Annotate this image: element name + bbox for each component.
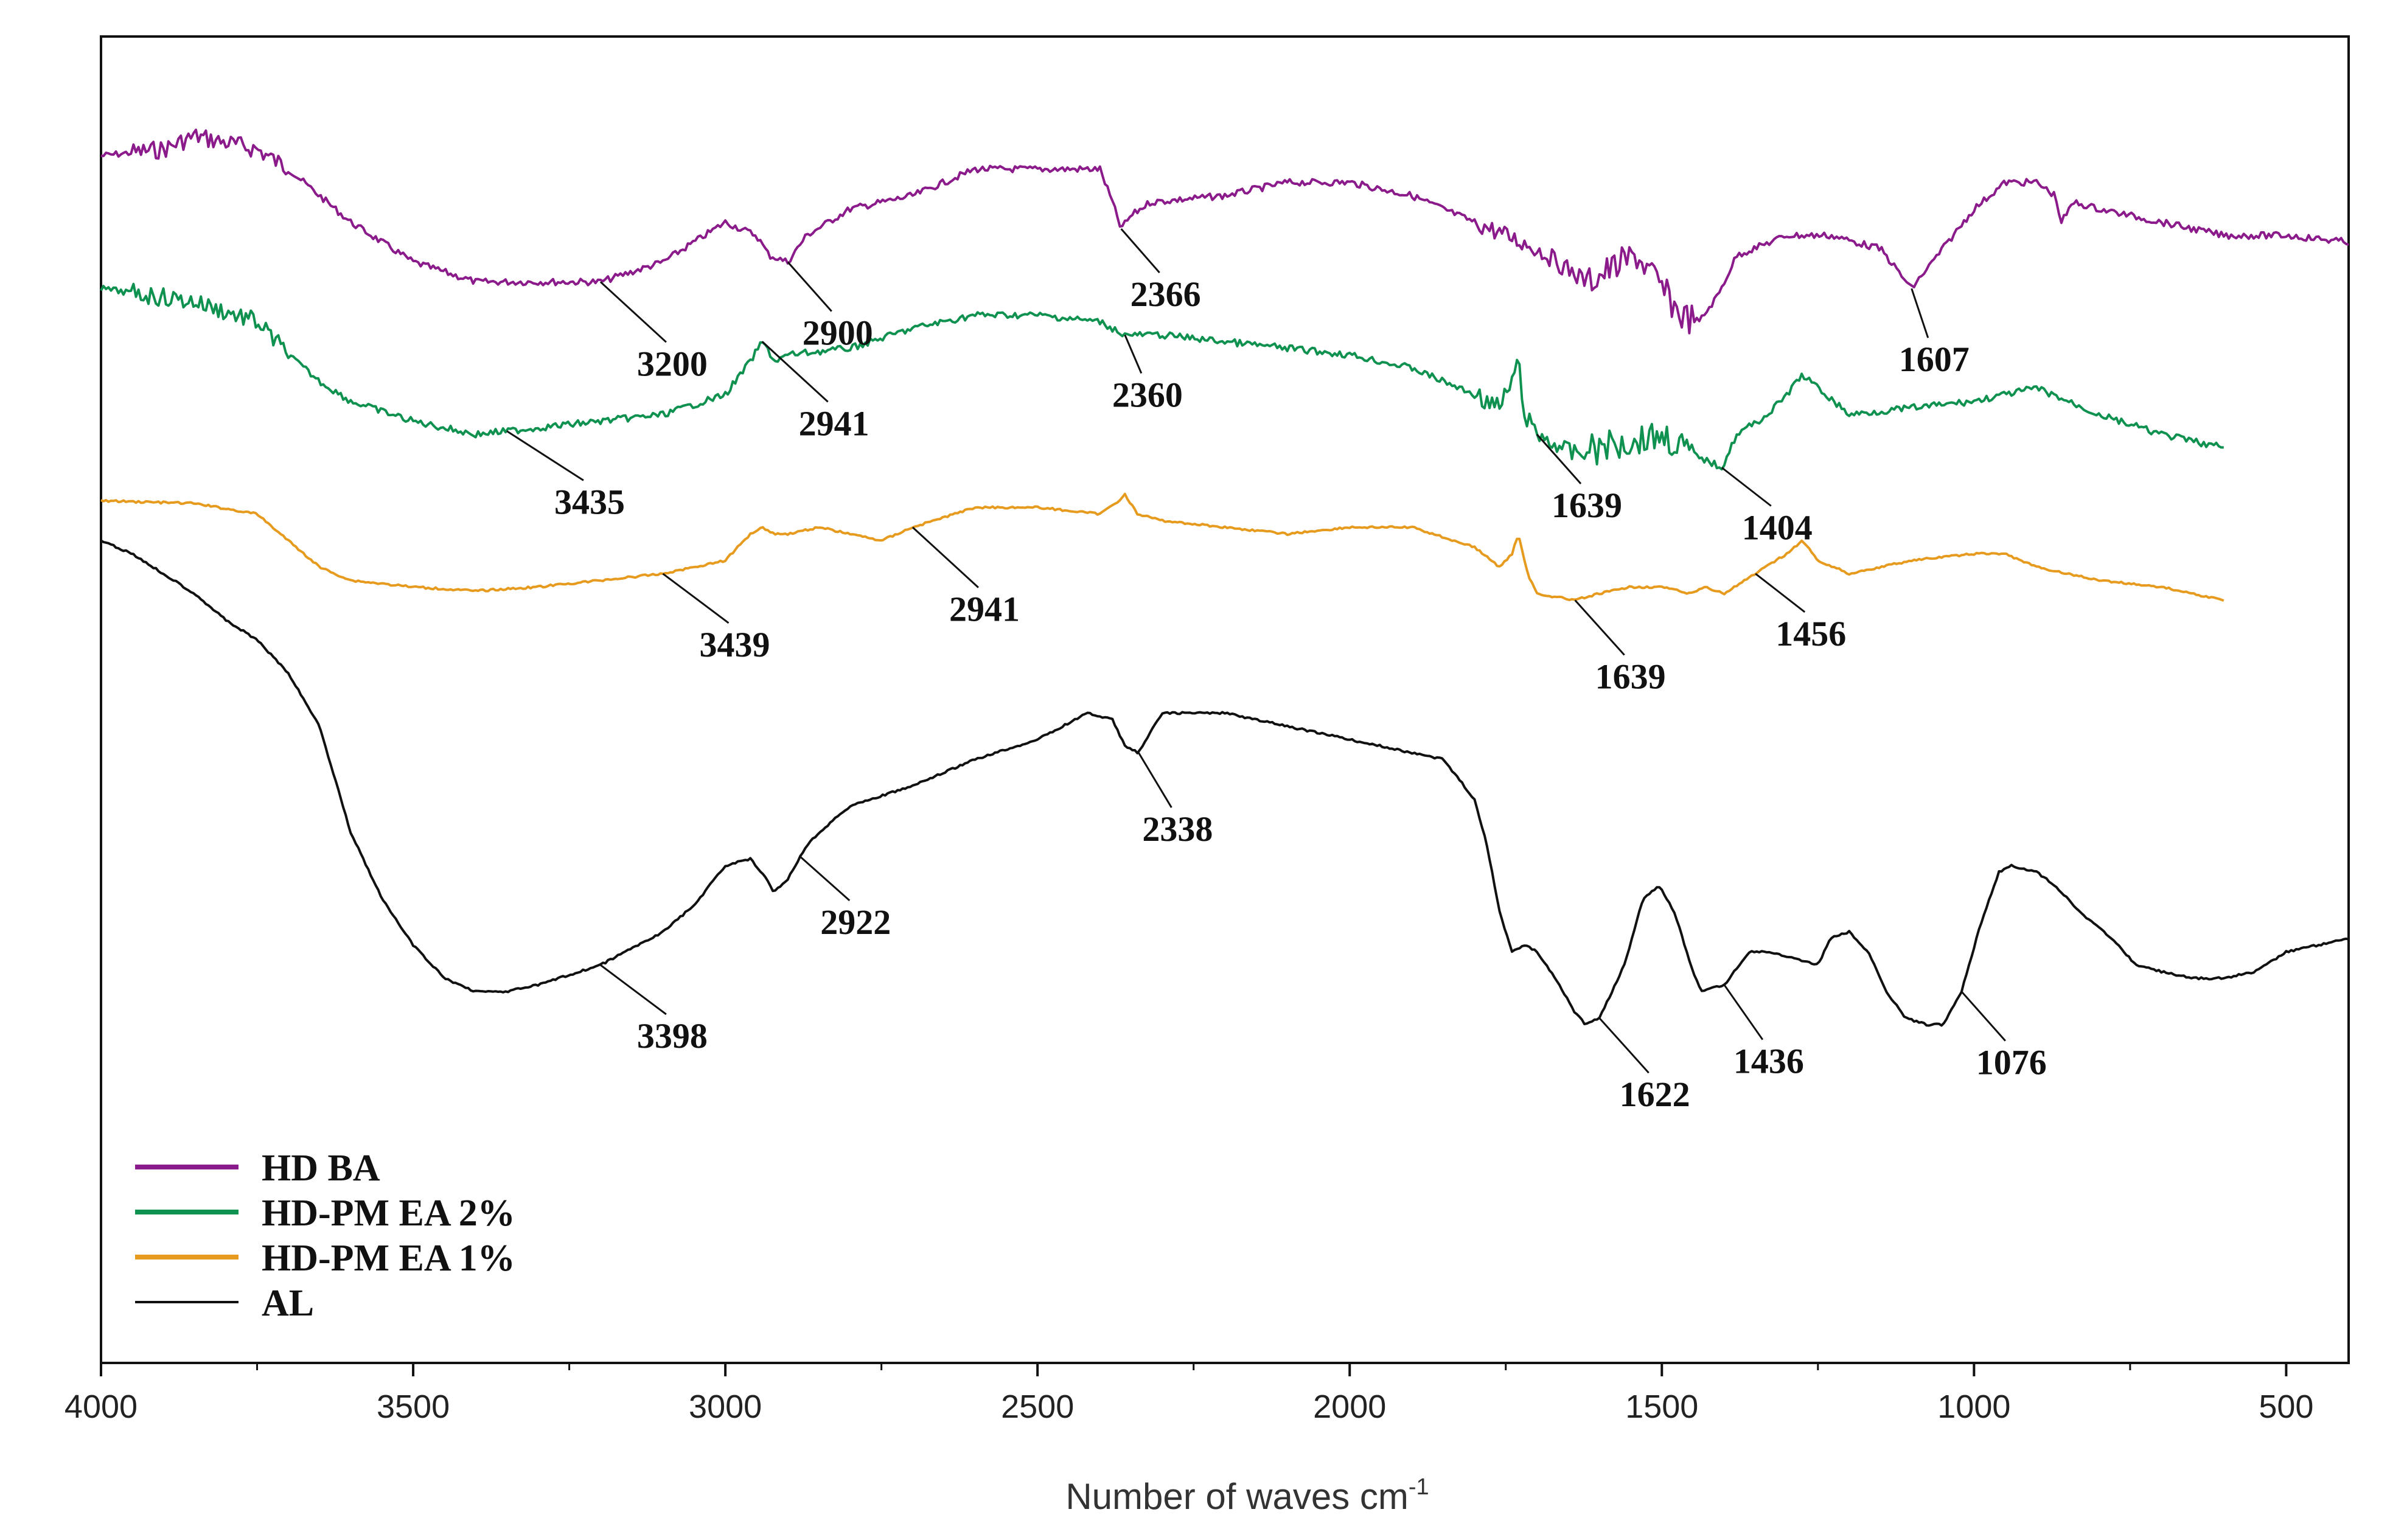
peak-label-0: 3200 [637,344,708,383]
annotation-layer: 3200 2900 2366 1607 3435 2941 2360 1639 1404 3439… [506,228,2047,1114]
series-line-2 [100,492,2225,602]
peak-leader-12 [1755,573,1806,613]
x-tick-label-2: 3000 [689,1388,762,1425]
legend-label-1: HD-PM EA 2% [262,1193,515,1234]
series-line-1 [100,282,2224,471]
series-line-0 [100,128,2349,335]
peak-label-16: 1622 [1620,1075,1690,1114]
peak-label-7: 1639 [1552,486,1622,525]
peak-label-14: 2922 [820,902,891,942]
peak-leader-6 [1124,334,1143,374]
x-tick-label-3: 2500 [1001,1388,1074,1425]
legend-label-2: HD-PM EA 1% [262,1238,515,1279]
peak-label-12: 1456 [1775,614,1846,653]
peak-leader-14 [800,855,851,902]
x-tick-label-4: 2000 [1313,1388,1386,1425]
series-line-3 [100,539,2349,1027]
peak-leader-3 [1911,288,1929,338]
peak-leader-5 [761,341,829,403]
peak-label-6: 2360 [1112,375,1183,415]
peak-label-13: 3398 [637,1016,708,1056]
peak-leader-0 [599,281,667,343]
peak-label-10: 2941 [949,590,1020,629]
x-axis-title-superscript: -1 [1409,1474,1429,1500]
peak-label-4: 3435 [554,483,625,522]
x-tick-label-7: 500 [2259,1388,2313,1425]
series-layer [100,128,2349,1027]
peak-leader-10 [911,526,979,588]
peak-leader-9 [662,573,730,624]
x-tick-label-0: 4000 [64,1388,138,1425]
peak-label-18: 1076 [1976,1043,2047,1082]
x-axis-title: Number of waves cm-1 [1065,1474,1429,1517]
peak-label-17: 1436 [1733,1042,1804,1081]
peak-leader-4 [506,430,584,481]
peak-leader-8 [1721,467,1772,507]
peak-label-3: 1607 [1899,340,1970,379]
x-tick-label-6: 1000 [1937,1388,2010,1425]
x-tick-label-1: 3500 [377,1388,450,1425]
peak-leader-13 [599,964,667,1016]
peak-leader-16 [1598,1017,1650,1074]
peak-label-5: 2941 [799,403,869,443]
peak-leader-7 [1536,434,1582,484]
peak-leader-18 [1960,991,2006,1042]
peak-leader-15 [1138,752,1172,808]
plot-frame [100,35,2350,1364]
peak-label-15: 2338 [1142,809,1213,849]
peak-label-1: 2900 [803,313,873,353]
legend-label-0: HD BA [262,1148,380,1189]
legend-label-3: AL [262,1283,314,1324]
peak-leader-1 [787,261,832,312]
x-tick-label-5: 1500 [1625,1388,1698,1425]
peak-label-8: 1404 [1742,508,1813,548]
peak-leader-2 [1120,228,1160,274]
peak-leader-17 [1723,984,1764,1040]
x-axis-ticks: 4000 3500 3000 2500 2000 1500 1000 500 [64,1363,2313,1425]
peak-label-2: 2366 [1131,274,1201,314]
peak-leader-11 [1574,599,1625,656]
peak-label-9: 3439 [700,625,770,664]
peak-label-11: 1639 [1595,657,1666,697]
